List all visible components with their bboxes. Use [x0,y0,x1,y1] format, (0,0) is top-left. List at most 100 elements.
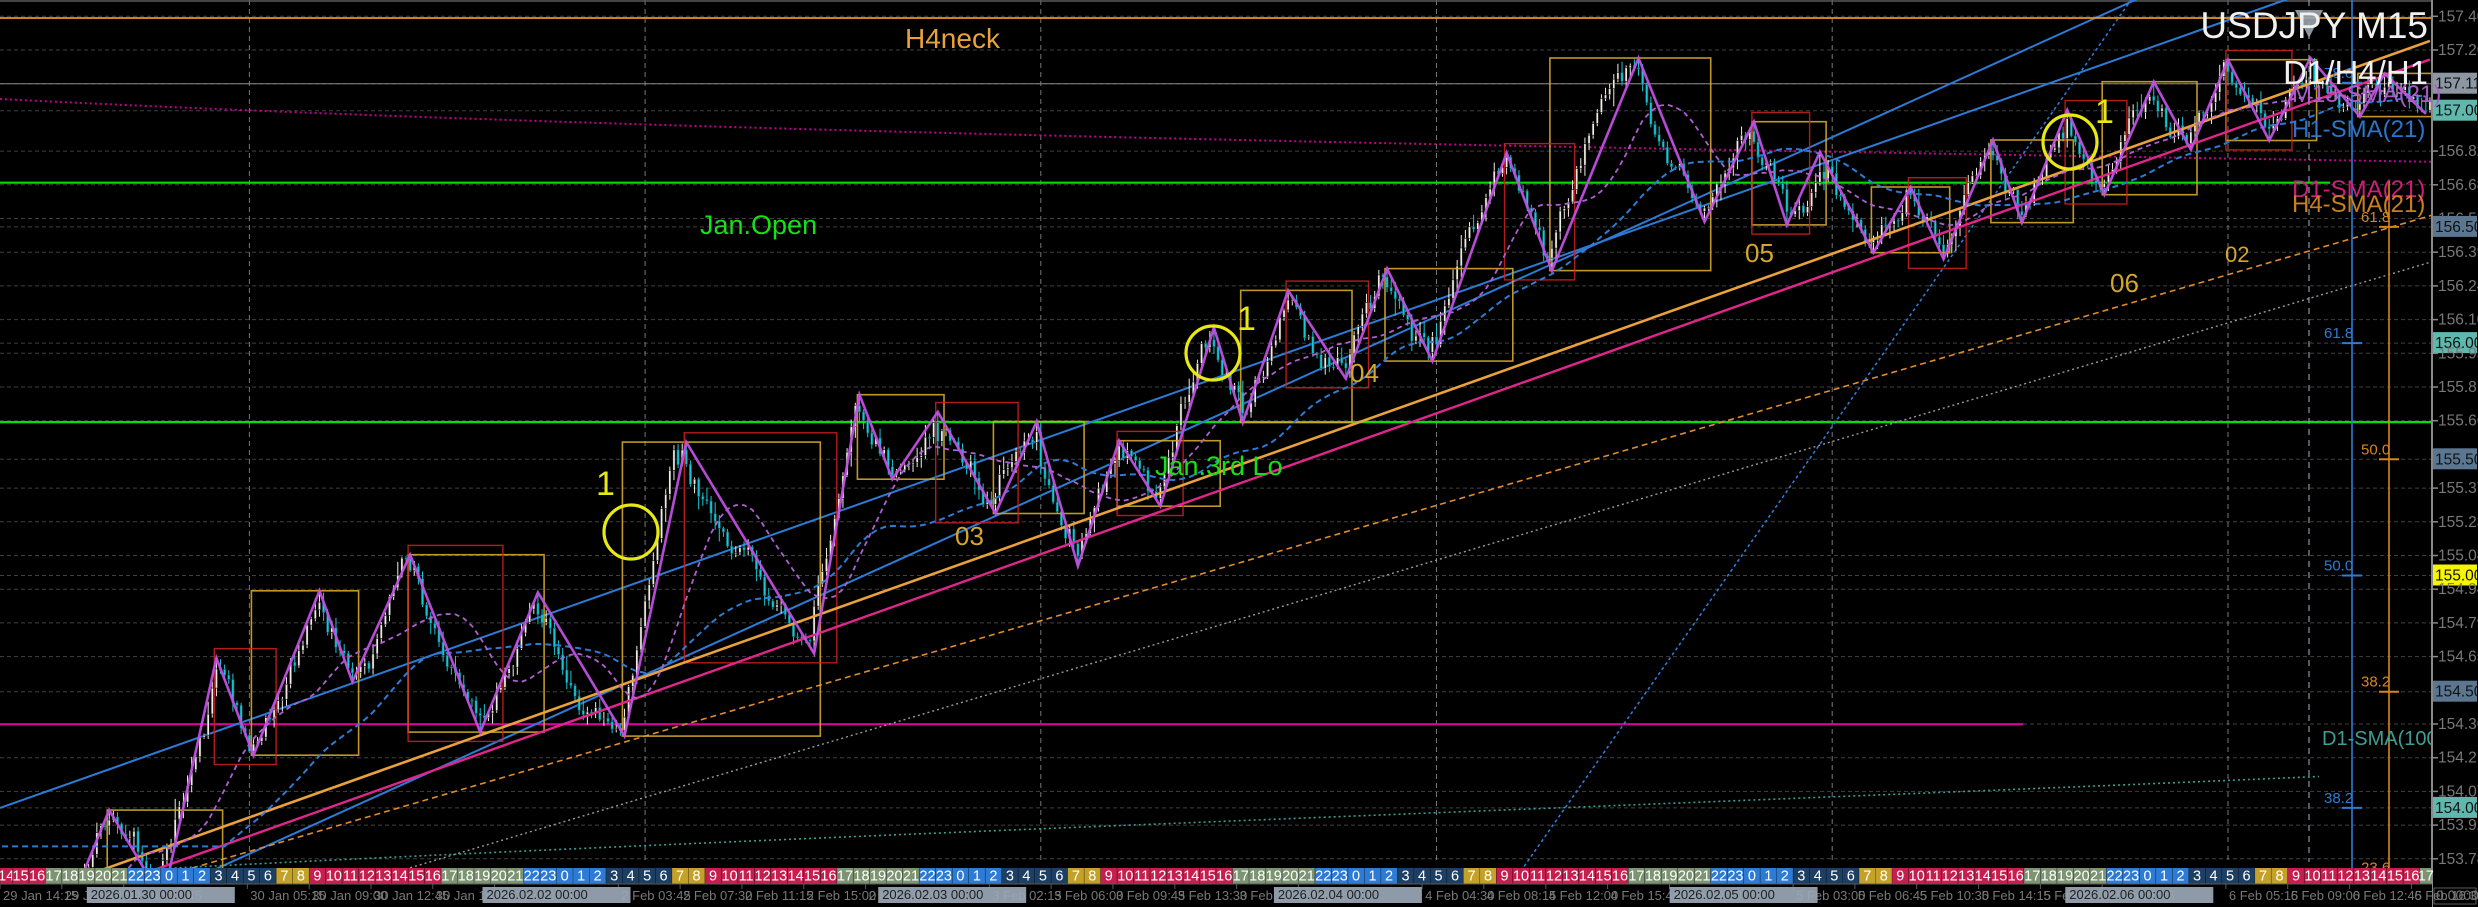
svg-text:2: 2 [989,869,997,885]
svg-text:03: 03 [955,521,984,551]
svg-text:17: 17 [1628,869,1644,885]
svg-text:11: 11 [1134,869,1149,885]
svg-text:156.101: 156.101 [2438,312,2478,329]
svg-text:157.406: 157.406 [2438,8,2478,25]
svg-text:2026.02.06 00:00: 2026.02.06 00:00 [2069,887,2170,902]
svg-text:10: 10 [1909,869,1925,885]
svg-text:22: 22 [128,869,144,885]
svg-text:20: 20 [491,869,507,885]
svg-text:23: 23 [936,869,952,885]
svg-text:18: 18 [1645,869,1661,885]
svg-text:157.261: 157.261 [2438,42,2478,59]
svg-text:19: 19 [474,869,490,885]
svg-text:2: 2 [1781,869,1789,885]
svg-text:10: 10 [2304,869,2320,885]
svg-text:156.681: 156.681 [2438,177,2478,194]
svg-text:2: 2 [1385,869,1393,885]
svg-text:14: 14 [788,869,804,885]
svg-text:15: 15 [1200,869,1216,885]
svg-text:1: 1 [973,869,981,885]
svg-text:154.216: 154.216 [2438,750,2478,767]
svg-text:7: 7 [280,869,288,885]
svg-text:1: 1 [2160,869,2168,885]
svg-text:2 Feb 11:15: 2 Feb 11:15 [745,888,813,903]
svg-text:23: 23 [2123,869,2139,885]
svg-text:4 Feb 12:00: 4 Feb 12:00 [1549,888,1618,903]
svg-text:22: 22 [2107,869,2123,885]
svg-text:13: 13 [1167,869,1183,885]
svg-text:4: 4 [1022,869,1030,885]
svg-text:12: 12 [359,869,375,885]
svg-text:4: 4 [1814,869,1822,885]
svg-text:17: 17 [46,869,62,885]
svg-text:1: 1 [181,869,189,885]
svg-text:21: 21 [903,869,919,885]
svg-text:18: 18 [62,869,78,885]
svg-text:18: 18 [458,869,474,885]
svg-text:19: 19 [2057,869,2073,885]
svg-text:06: 06 [2110,268,2139,298]
svg-text:155.666: 155.666 [2438,413,2478,430]
svg-text:16: 16 [1216,869,1232,885]
svg-text:USDJPY M15: USDJPY M15 [2200,5,2428,46]
svg-text:5: 5 [643,869,651,885]
svg-text:04: 04 [1350,358,1379,388]
svg-text:12: 12 [755,869,771,885]
svg-text:9: 9 [1105,869,1113,885]
svg-text:155.376: 155.376 [2438,480,2478,497]
svg-text:6: 6 [264,869,272,885]
svg-text:6 Feb 12:45: 6 Feb 12:45 [2353,888,2422,903]
svg-text:6: 6 [1847,869,1855,885]
svg-text:7: 7 [676,869,684,885]
svg-text:5 Feb 10:30: 5 Feb 10:30 [1920,888,1989,903]
svg-text:0: 0 [165,869,173,885]
svg-text:17: 17 [837,869,853,885]
svg-text:1: 1 [596,465,615,503]
svg-text:7: 7 [1468,869,1476,885]
svg-text:23: 23 [1332,869,1348,885]
svg-text:11: 11 [1926,869,1941,885]
svg-text:10: 10 [1513,869,1529,885]
svg-text:1: 1 [1764,869,1772,885]
svg-text:5: 5 [1039,869,1047,885]
svg-text:11: 11 [2321,869,2336,885]
svg-text:16: 16 [29,869,45,885]
svg-text:22: 22 [919,869,935,885]
svg-text:2: 2 [198,869,206,885]
svg-text:8: 8 [297,869,305,885]
svg-text:7: 7 [1863,869,1871,885]
svg-text:20: 20 [95,869,111,885]
svg-text:13: 13 [2354,869,2370,885]
svg-text:19: 19 [1661,869,1677,885]
svg-text:156.826: 156.826 [2438,143,2478,160]
svg-text:20: 20 [2074,869,2090,885]
svg-text:11: 11 [739,869,754,885]
svg-text:8: 8 [1088,869,1096,885]
svg-text:4 Feb 15:45: 4 Feb 15:45 [1611,888,1680,903]
svg-text:15: 15 [2387,869,2403,885]
svg-text:3: 3 [1797,869,1805,885]
svg-text:19: 19 [1266,869,1282,885]
svg-text:2026.02.05 00:00: 2026.02.05 00:00 [1674,887,1775,902]
svg-text:6 Feb 05:15: 6 Feb 05:15 [2229,888,2298,903]
svg-text:Jan.Open: Jan.Open [700,210,817,240]
svg-text:8: 8 [693,869,701,885]
svg-text:05: 05 [1745,238,1774,268]
svg-text:11: 11 [1530,869,1545,885]
svg-text:Jan.3rd Lo: Jan.3rd Lo [1155,451,1283,481]
svg-text:38.2: 38.2 [2324,790,2353,807]
svg-text:15: 15 [13,869,29,885]
svg-text:2: 2 [2177,869,2185,885]
svg-text:1: 1 [1369,869,1377,885]
svg-text:9: 9 [2292,869,2300,885]
svg-text:10: 10 [326,869,342,885]
svg-text:17: 17 [2418,869,2434,885]
svg-text:22: 22 [1315,869,1331,885]
svg-text:D1-SMA(100): D1-SMA(100) [2322,728,2444,750]
svg-text:20: 20 [886,869,902,885]
svg-text:21: 21 [1299,869,1315,885]
svg-text:16: 16 [820,869,836,885]
svg-text:2 Feb 15:00: 2 Feb 15:00 [807,888,876,903]
svg-text:17: 17 [1233,869,1249,885]
svg-text:8: 8 [1880,869,1888,885]
